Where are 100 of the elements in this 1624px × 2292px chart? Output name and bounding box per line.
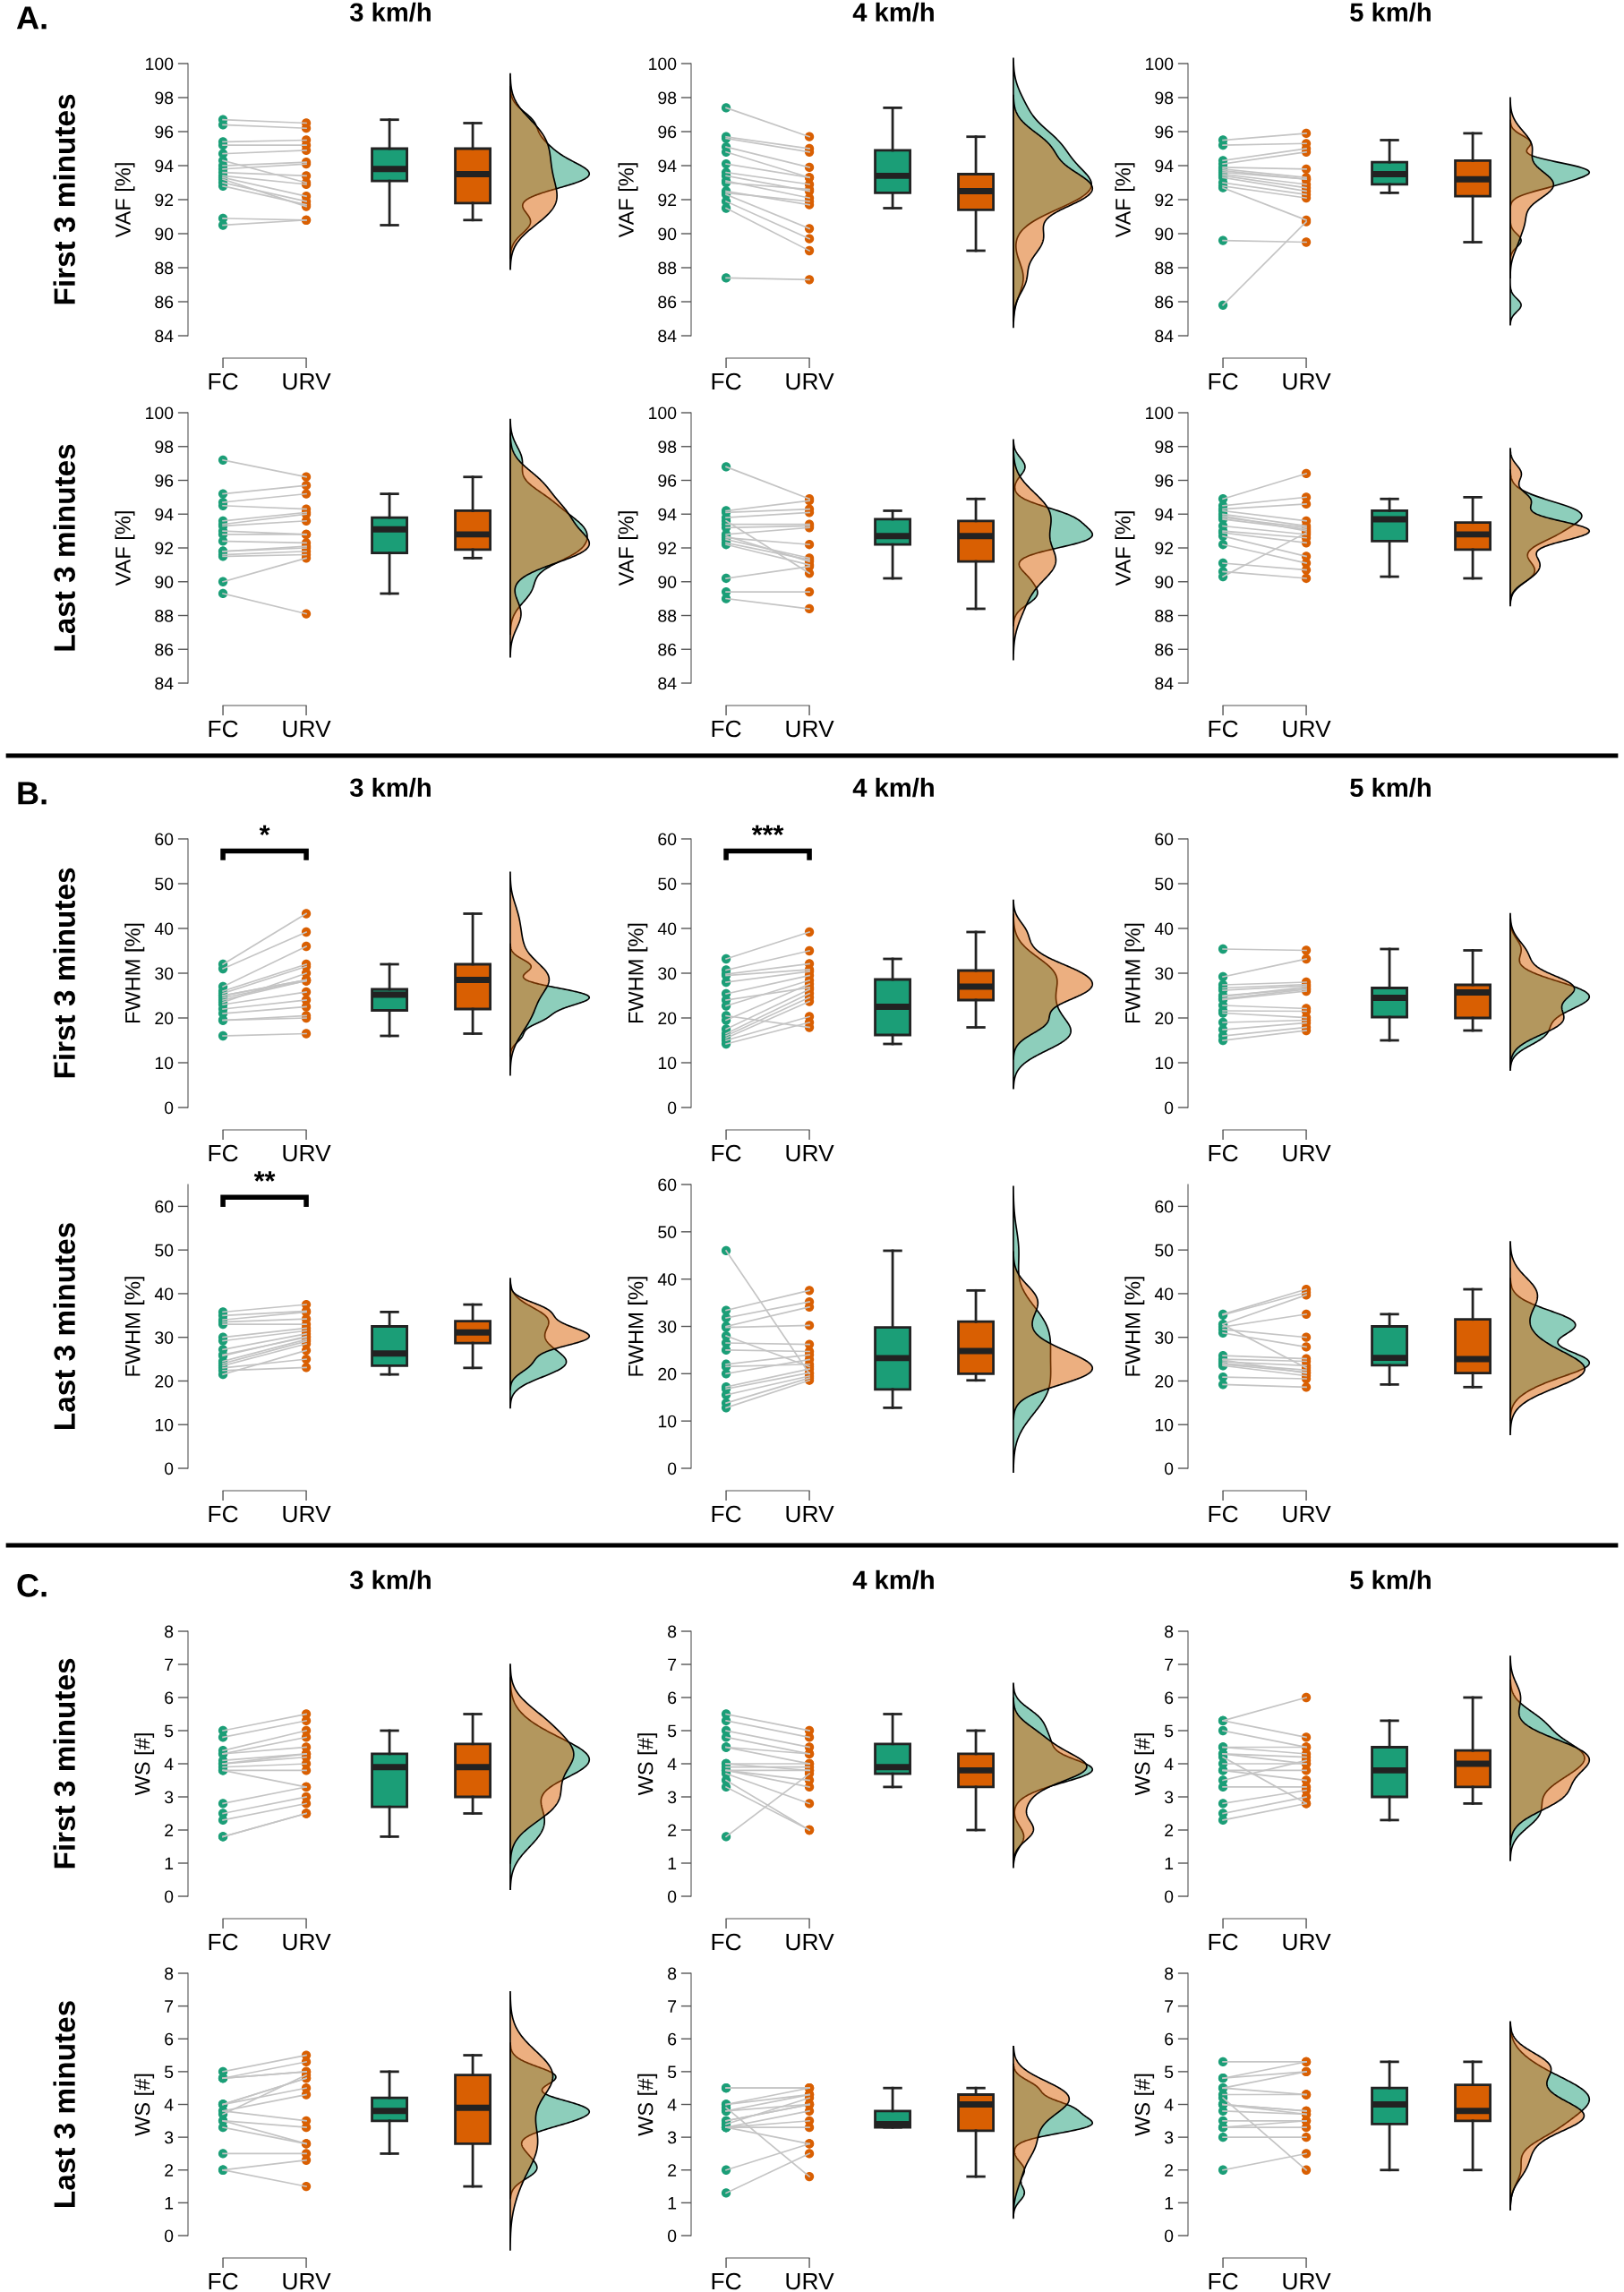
y-tick-label: 86	[1155, 295, 1174, 309]
text: Last 3 minutes	[53, 1223, 75, 1429]
y-tick-label: 0	[667, 1462, 677, 1475]
y-axis-title: WS [#]	[637, 2074, 658, 2136]
text: First 3 minutes	[53, 1658, 75, 1869]
y-tick-label: 88	[155, 261, 174, 275]
y-tick-label: 96	[658, 125, 677, 139]
y-tick-label: 96	[155, 474, 174, 487]
y-tick-label: 30	[658, 967, 677, 980]
chart-title: 5 km/h	[1350, 1569, 1431, 1590]
y-tick-label: 94	[155, 159, 174, 173]
y-tick-label: 94	[1155, 508, 1174, 521]
x-tick-label: URV	[786, 1144, 834, 1162]
y-tick-label: 94	[658, 508, 677, 521]
y-tick-label: 100	[649, 57, 677, 71]
y-tick-label: 98	[155, 440, 174, 453]
y-tick-label: 20	[155, 1374, 174, 1388]
y-tick-label: 4	[164, 1757, 174, 1771]
x-tick-label: URV	[283, 720, 331, 738]
y-tick-label: 20	[155, 1012, 174, 1025]
y-axis-title: FWHM [%]	[1124, 1277, 1145, 1376]
y-tick-label: 94	[1155, 159, 1174, 173]
y-tick-label: 92	[1155, 542, 1174, 555]
y-tick-label: 30	[1155, 1331, 1174, 1344]
y-tick-label: 10	[658, 1056, 677, 1070]
y-tick-label: 3	[1164, 1791, 1174, 1804]
y-tick-label: 6	[165, 2032, 174, 2046]
y-tick-label: 86	[658, 295, 677, 309]
y-tick-label: 30	[658, 1320, 677, 1333]
chart-title: 5 km/h	[1350, 2, 1431, 22]
y-tick-label: 88	[658, 261, 677, 275]
y-tick-label: 88	[1155, 609, 1174, 622]
y-tick-label: 8	[165, 1625, 174, 1638]
y-tick-label: 20	[658, 1367, 677, 1381]
y-tick-label: 3	[1164, 2131, 1174, 2144]
y-tick-label: 6	[668, 2032, 677, 2046]
y-tick-label: 30	[1155, 967, 1174, 980]
y-tick-label: 92	[658, 542, 677, 555]
y-tick-label: 7	[668, 1658, 677, 1672]
y-tick-label: 6	[165, 1691, 174, 1705]
y-tick-label: 84	[155, 329, 174, 343]
x-tick-label: URV	[786, 720, 834, 738]
y-tick-label: 2	[668, 1824, 677, 1837]
y-tick-label: 1	[165, 1857, 174, 1870]
y-axis-title: WS [#]	[1134, 1733, 1155, 1796]
y-tick-label: 4	[164, 2099, 174, 2111]
y-tick-label: 90	[155, 576, 174, 588]
y-tick-label: 60	[658, 833, 677, 846]
y-tick-label: 3	[164, 2131, 174, 2144]
y-tick-label: 40	[657, 922, 677, 936]
y-tick-label: 50	[658, 877, 677, 891]
y-tick-label: 2	[1165, 1824, 1174, 1837]
y-tick-label: 88	[1155, 261, 1174, 275]
y-tick-label: 40	[154, 922, 174, 936]
chart-title: 3 km/h	[349, 1569, 431, 1590]
text: First 3 minutes	[53, 868, 75, 1078]
text: First 3 minutes	[53, 94, 75, 304]
y-tick-label: 98	[155, 91, 174, 105]
x-tick-label: FC	[209, 1933, 238, 1951]
x-tick-label: FC	[712, 372, 741, 390]
y-axis-title: VAF [%]	[115, 163, 135, 238]
y-tick-label: 8	[668, 1967, 677, 1980]
y-tick-label: 90	[658, 227, 677, 241]
y-tick-label: 5	[667, 1724, 677, 1738]
y-tick-label: 20	[1155, 1012, 1174, 1025]
y-tick-label: 5	[1164, 2065, 1174, 2079]
y-axis-title: VAF [%]	[618, 511, 638, 586]
y-tick-label: 6	[668, 1691, 677, 1705]
y-tick-label: 88	[155, 609, 174, 622]
y-tick-label: 2	[1165, 2164, 1174, 2177]
x-tick-label: URV	[283, 1933, 331, 1951]
y-tick-label: 7	[1165, 1658, 1174, 1672]
y-tick-label: 10	[155, 1056, 174, 1070]
y-tick-label: 0	[667, 1890, 677, 1903]
y-tick-label: 100	[1146, 406, 1174, 420]
y-tick-label: 0	[1164, 2229, 1174, 2243]
y-tick-label: 0	[1164, 1101, 1174, 1115]
y-tick-label: 10	[658, 1415, 677, 1428]
chart-title: 4 km/h	[852, 777, 934, 798]
y-tick-label: 98	[658, 91, 677, 105]
y-tick-label: 0	[667, 1101, 677, 1115]
y-tick-label: 92	[155, 542, 174, 555]
y-tick-label: 86	[1155, 643, 1174, 656]
y-tick-label: 96	[1155, 125, 1174, 139]
y-axis-title: WS [#]	[637, 1733, 658, 1796]
y-axis-title: FWHM [%]	[1124, 923, 1145, 1023]
y-tick-label: 4	[1164, 2099, 1174, 2111]
x-tick-label: URV	[786, 1505, 834, 1523]
x-tick-label: URV	[1283, 1505, 1331, 1523]
y-tick-label: 0	[1164, 1462, 1174, 1475]
x-tick-label: URV	[786, 2272, 834, 2290]
y-axis-title: VAF [%]	[115, 511, 135, 586]
y-tick-label: 96	[1155, 474, 1174, 487]
y-tick-label: 0	[164, 1462, 174, 1475]
y-tick-label: 0	[164, 2229, 174, 2243]
text: Last 3 minutes	[53, 444, 75, 651]
y-tick-label: 50	[155, 1244, 174, 1257]
y-tick-label: 10	[155, 1418, 174, 1432]
x-tick-label: FC	[712, 1505, 741, 1523]
text: B.	[18, 782, 47, 805]
